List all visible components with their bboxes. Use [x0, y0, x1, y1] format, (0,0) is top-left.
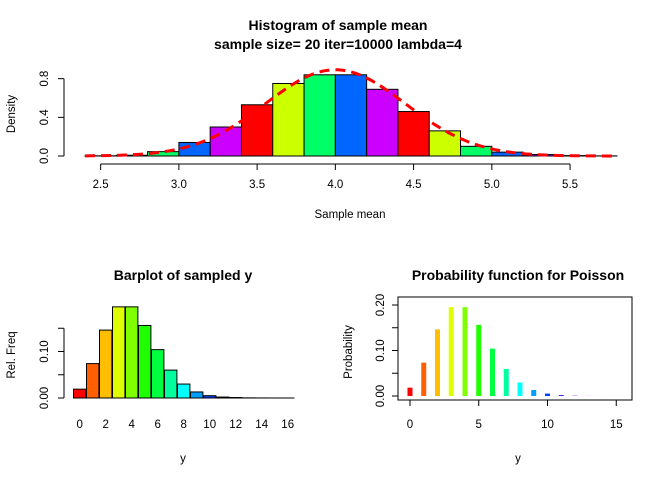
barplot-bar	[138, 324, 152, 399]
hist-x-tick-label: 5.0	[484, 179, 500, 191]
hist-subtitle: sample size= 20 iter=10000 lambda=4	[214, 36, 462, 52]
barplot-x-tick-label: 8	[180, 419, 186, 431]
barplot-bar	[190, 391, 204, 399]
barplot-x-tick-label: 12	[229, 419, 242, 431]
hist-y-tick-label: 0.0	[39, 148, 51, 164]
hist-bar	[334, 74, 368, 157]
barplot-x-axis: 0 2 4 6 8 10 12 14 16	[76, 419, 294, 431]
poisson-title: Probability function for Poisson	[412, 267, 624, 283]
poisson-x-tick-label: 10	[541, 419, 554, 431]
barplot-ylabel: Rel. Freq	[6, 331, 18, 378]
hist-density-curve	[84, 68, 617, 158]
hist-x-tick-label: 3.0	[171, 179, 187, 191]
barplot-bar	[112, 306, 126, 399]
poisson-y-tick-label: 0.10	[375, 339, 387, 361]
barplot-x-tick-label: 10	[203, 419, 216, 431]
poisson-x-tick-label: 15	[610, 419, 623, 431]
barplot-x-tick-label: 4	[128, 419, 135, 431]
barplot-bar	[203, 395, 217, 399]
barplot-xlabel: y	[180, 453, 186, 465]
hist-x-tick-label: 4.0	[327, 179, 343, 191]
barplot-bar	[216, 396, 230, 399]
poisson-x-tick-label: 5	[476, 419, 482, 431]
hist-x-axis: 2.5 3.0 3.5 4.0 4.5 5.0 5.5	[93, 163, 578, 191]
hist-xlabel: Sample mean	[315, 209, 386, 221]
poisson-x-axis: 0 5 10 15	[407, 399, 623, 431]
barplot-bars	[73, 306, 295, 399]
poisson-y-tick-label: 0.20	[375, 294, 387, 316]
hist-y-tick-label: 0.4	[39, 109, 51, 126]
poisson-ylabel: Probability	[343, 325, 355, 379]
barplot-x-tick-label: 14	[255, 419, 268, 431]
hist-bar	[272, 83, 305, 157]
poisson-y-axis: 0.00 0.10 0.20	[375, 294, 399, 407]
hist-bars	[84, 74, 618, 157]
hist-bar	[303, 74, 336, 157]
hist-bar	[428, 130, 462, 157]
barplot-bar	[125, 306, 139, 399]
hist-bar	[460, 145, 493, 157]
barplot-bar	[73, 388, 87, 399]
hist-x-tick-label: 5.5	[562, 179, 578, 191]
hist-title: Histogram of sample mean	[249, 17, 428, 33]
barplot-bar	[86, 363, 100, 399]
barplot-bar	[151, 349, 165, 399]
poisson-xlabel: y	[515, 453, 521, 465]
hist-bar	[366, 88, 399, 157]
hist-x-tick-label: 2.5	[93, 179, 109, 191]
barplot-y-axis: 0.00 0.10	[39, 327, 65, 409]
histogram-panel: Histogram of sample mean sample size= 20…	[6, 17, 618, 221]
barplot-title: Barplot of sampled y	[114, 267, 253, 283]
poisson-plot-box	[397, 296, 633, 401]
barplot-panel: Barplot of sampled y y Rel. Freq 0 2 4 6 8 10…	[6, 267, 295, 465]
barplot-x-tick-label: 0	[76, 419, 82, 431]
poisson-x-tick-label: 0	[407, 419, 413, 431]
hist-y-axis: 0.0 0.4 0.8	[39, 71, 65, 164]
hist-x-tick-label: 3.5	[249, 179, 265, 191]
poisson-panel: Probability function for Poisson y Proba…	[343, 267, 633, 465]
poisson-y-tick-label: 0.00	[375, 385, 387, 407]
poisson-bars	[407, 307, 605, 396]
barplot-bar	[99, 329, 113, 399]
barplot-bar	[164, 369, 178, 399]
barplot-x-tick-label: 2	[102, 419, 108, 431]
barplot-bar	[177, 383, 191, 399]
barplot-x-tick-label: 6	[154, 419, 160, 431]
hist-x-tick-label: 4.5	[406, 179, 422, 191]
barplot-y-tick-label: 0.10	[39, 340, 51, 362]
hist-bar	[240, 104, 274, 157]
barplot-x-tick-label: 16	[281, 419, 294, 431]
hist-y-tick-label: 0.8	[39, 71, 51, 87]
hist-ylabel: Density	[6, 95, 18, 134]
barplot-y-tick-label: 0.00	[39, 387, 51, 409]
